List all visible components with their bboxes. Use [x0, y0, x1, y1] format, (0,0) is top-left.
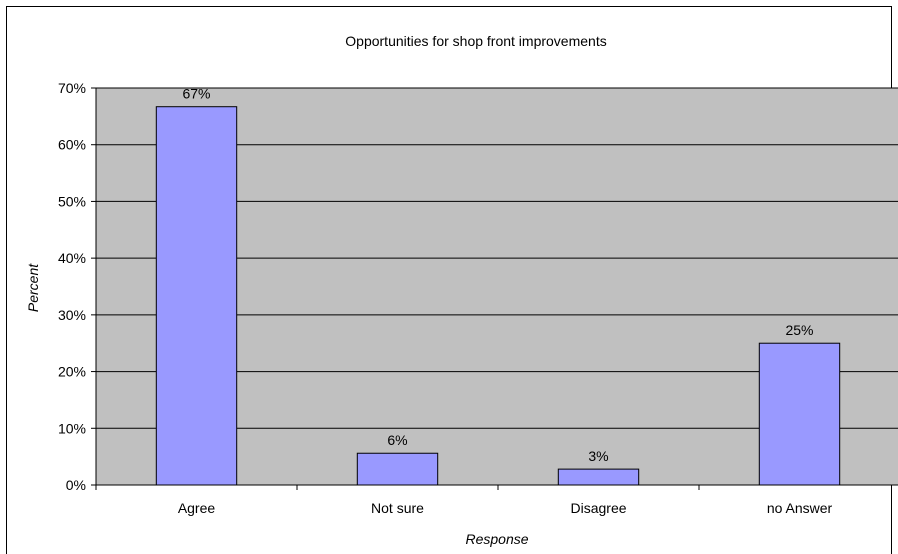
y-tick-label: 60% [58, 137, 86, 153]
x-axis: Agree Not sure Disagree no Answer [95, 484, 898, 516]
chart-title: Opportunities for shop front improvement… [345, 33, 606, 49]
x-axis-title: Response [465, 531, 528, 547]
y-tick-label: 20% [58, 364, 86, 380]
x-tick-label: no Answer [767, 500, 833, 516]
y-axis: 0% 10% 20% 30% 40% 50% 60% 70% [58, 80, 97, 493]
bar [356, 452, 439, 486]
bar [155, 106, 238, 486]
y-tick-label: 30% [58, 307, 86, 323]
x-tick-label: Not sure [371, 500, 424, 516]
y-tick-label: 10% [58, 420, 86, 436]
x-tick-label: Disagree [570, 500, 626, 516]
y-axis-title: Percent [25, 263, 41, 312]
y-tick-label: 0% [66, 477, 86, 493]
bar [758, 342, 841, 486]
bar-value-label: 3% [588, 448, 608, 464]
x-tick-label: Agree [178, 500, 216, 516]
y-tick-label: 50% [58, 193, 86, 209]
bar-value-label: 25% [785, 322, 813, 338]
bar-data-labels: 67% 6% 3% 25% [182, 86, 813, 464]
y-tick-label: 40% [58, 250, 86, 266]
bar-value-label: 6% [387, 432, 407, 448]
bar [557, 468, 640, 486]
bars [155, 106, 841, 486]
y-tick-label: 70% [58, 80, 86, 96]
bar-value-label: 67% [182, 86, 210, 102]
